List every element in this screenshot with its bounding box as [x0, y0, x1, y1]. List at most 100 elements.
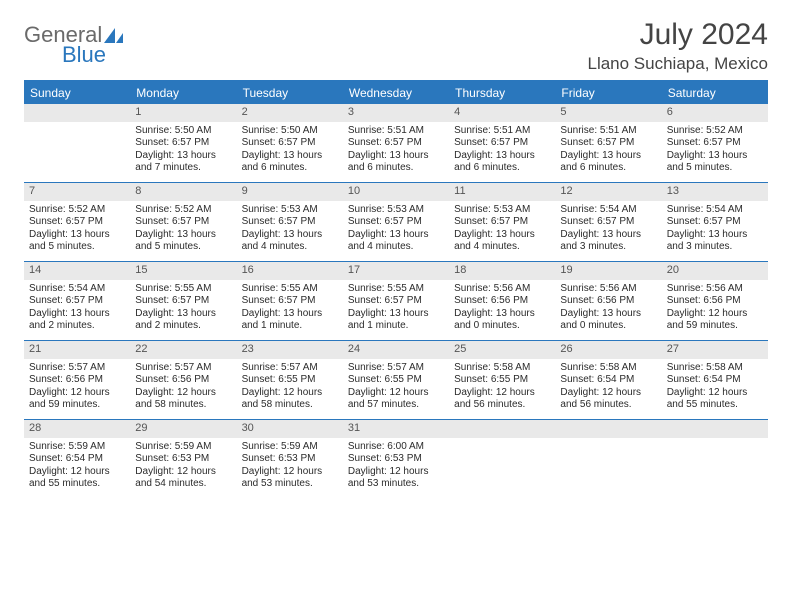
day-body: Sunrise: 5:50 AMSunset: 6:57 PMDaylight:… [237, 122, 343, 180]
day-line: Sunrise: 5:53 AM [348, 204, 444, 217]
day-line: Daylight: 13 hours [242, 229, 338, 242]
day-line: Sunset: 6:56 PM [454, 295, 550, 308]
day-body: Sunrise: 5:58 AMSunset: 6:54 PMDaylight:… [662, 359, 768, 417]
day-number: 8 [130, 183, 236, 201]
day-line: Sunrise: 6:00 AM [348, 441, 444, 454]
day-line: Daylight: 12 hours [560, 387, 656, 400]
day-line: Daylight: 12 hours [242, 466, 338, 479]
calendar-cell: 17Sunrise: 5:55 AMSunset: 6:57 PMDayligh… [343, 262, 449, 340]
day-number: 12 [555, 183, 661, 201]
day-line: Sunrise: 5:57 AM [348, 362, 444, 375]
day-body: Sunrise: 5:59 AMSunset: 6:53 PMDaylight:… [237, 438, 343, 496]
day-number: 26 [555, 341, 661, 359]
day-line: Sunset: 6:53 PM [348, 453, 444, 466]
day-line: Sunrise: 5:50 AM [135, 125, 231, 138]
calendar-cell [449, 420, 555, 498]
day-body: Sunrise: 5:52 AMSunset: 6:57 PMDaylight:… [24, 201, 130, 259]
day-body: Sunrise: 5:55 AMSunset: 6:57 PMDaylight:… [130, 280, 236, 338]
day-line: Sunrise: 5:59 AM [29, 441, 125, 454]
day-body: Sunrise: 6:00 AMSunset: 6:53 PMDaylight:… [343, 438, 449, 496]
calendar-cell: 29Sunrise: 5:59 AMSunset: 6:53 PMDayligh… [130, 420, 236, 498]
calendar-cell: 12Sunrise: 5:54 AMSunset: 6:57 PMDayligh… [555, 183, 661, 261]
day-header: Saturday [662, 82, 768, 104]
day-line: Sunset: 6:53 PM [135, 453, 231, 466]
day-line: Sunrise: 5:57 AM [242, 362, 338, 375]
day-body: Sunrise: 5:56 AMSunset: 6:56 PMDaylight:… [449, 280, 555, 338]
day-line: Sunset: 6:56 PM [667, 295, 763, 308]
day-number: 7 [24, 183, 130, 201]
day-line: Daylight: 13 hours [135, 229, 231, 242]
calendar-cell: 10Sunrise: 5:53 AMSunset: 6:57 PMDayligh… [343, 183, 449, 261]
day-line: Daylight: 12 hours [29, 466, 125, 479]
day-line: Sunrise: 5:52 AM [135, 204, 231, 217]
day-line: Sunset: 6:55 PM [348, 374, 444, 387]
day-line: Sunset: 6:57 PM [135, 137, 231, 150]
calendar-cell: 8 Sunrise: 5:52 AMSunset: 6:57 PMDaylight… [130, 183, 236, 261]
day-line: and 5 minutes. [135, 241, 231, 254]
day-body: Sunrise: 5:53 AMSunset: 6:57 PMDaylight:… [343, 201, 449, 259]
day-line: Sunrise: 5:57 AM [135, 362, 231, 375]
calendar-cell: 3Sunrise: 5:51 AMSunset: 6:57 PMDaylight… [343, 104, 449, 182]
day-line: and 5 minutes. [667, 162, 763, 175]
day-line: Sunset: 6:57 PM [454, 137, 550, 150]
day-line: Sunrise: 5:57 AM [29, 362, 125, 375]
day-body: Sunrise: 5:54 AMSunset: 6:57 PMDaylight:… [662, 201, 768, 259]
day-line: and 3 minutes. [667, 241, 763, 254]
day-line: and 7 minutes. [135, 162, 231, 175]
day-line: Sunrise: 5:54 AM [29, 283, 125, 296]
day-number-empty [24, 104, 130, 122]
day-line: Daylight: 13 hours [29, 229, 125, 242]
day-line: Daylight: 13 hours [667, 150, 763, 163]
calendar-cell: 13Sunrise: 5:54 AMSunset: 6:57 PMDayligh… [662, 183, 768, 261]
day-line: and 56 minutes. [560, 399, 656, 412]
day-body: Sunrise: 5:57 AMSunset: 6:55 PMDaylight:… [343, 359, 449, 417]
day-line: Daylight: 12 hours [135, 466, 231, 479]
day-number: 19 [555, 262, 661, 280]
day-line: Sunrise: 5:51 AM [560, 125, 656, 138]
calendar-cell [555, 420, 661, 498]
day-line: Sunrise: 5:58 AM [560, 362, 656, 375]
calendar-cell: 24Sunrise: 5:57 AMSunset: 6:55 PMDayligh… [343, 341, 449, 419]
calendar-cell: 11Sunrise: 5:53 AMSunset: 6:57 PMDayligh… [449, 183, 555, 261]
day-line: and 58 minutes. [242, 399, 338, 412]
day-line: Daylight: 13 hours [454, 308, 550, 321]
day-line: Sunset: 6:57 PM [242, 216, 338, 229]
day-number: 4 [449, 104, 555, 122]
day-line: and 6 minutes. [560, 162, 656, 175]
day-number: 14 [24, 262, 130, 280]
calendar-cell: 15Sunrise: 5:55 AMSunset: 6:57 PMDayligh… [130, 262, 236, 340]
day-line: Sunrise: 5:55 AM [135, 283, 231, 296]
day-line: Sunset: 6:55 PM [454, 374, 550, 387]
day-line: Daylight: 12 hours [454, 387, 550, 400]
logo: General Blue [24, 22, 125, 68]
day-line: and 4 minutes. [242, 241, 338, 254]
day-body: Sunrise: 5:52 AMSunset: 6:57 PMDaylight:… [662, 122, 768, 180]
day-line: Daylight: 13 hours [242, 308, 338, 321]
day-number: 3 [343, 104, 449, 122]
header: General Blue July 2024 Llano Suchiapa, M… [24, 18, 768, 74]
day-body: Sunrise: 5:51 AMSunset: 6:57 PMDaylight:… [449, 122, 555, 180]
day-number: 11 [449, 183, 555, 201]
calendar-cell: 7Sunrise: 5:52 AMSunset: 6:57 PMDaylight… [24, 183, 130, 261]
day-line: Sunset: 6:56 PM [29, 374, 125, 387]
day-number: 1 [130, 104, 236, 122]
day-line: and 5 minutes. [29, 241, 125, 254]
day-line: Sunset: 6:57 PM [135, 216, 231, 229]
calendar-cell: 30Sunrise: 5:59 AMSunset: 6:53 PMDayligh… [237, 420, 343, 498]
day-number: 28 [24, 420, 130, 438]
day-number: 23 [237, 341, 343, 359]
day-line: and 1 minute. [348, 320, 444, 333]
day-line: Sunrise: 5:56 AM [454, 283, 550, 296]
day-line: and 53 minutes. [242, 478, 338, 491]
day-line: and 58 minutes. [135, 399, 231, 412]
day-line: and 1 minute. [242, 320, 338, 333]
day-body: Sunrise: 5:53 AMSunset: 6:57 PMDaylight:… [237, 201, 343, 259]
day-line: Daylight: 13 hours [29, 308, 125, 321]
day-body: Sunrise: 5:58 AMSunset: 6:55 PMDaylight:… [449, 359, 555, 417]
day-line: Sunrise: 5:59 AM [135, 441, 231, 454]
day-body: Sunrise: 5:57 AMSunset: 6:55 PMDaylight:… [237, 359, 343, 417]
day-body: Sunrise: 5:53 AMSunset: 6:57 PMDaylight:… [449, 201, 555, 259]
day-number: 13 [662, 183, 768, 201]
day-line: and 59 minutes. [667, 320, 763, 333]
day-number: 25 [449, 341, 555, 359]
